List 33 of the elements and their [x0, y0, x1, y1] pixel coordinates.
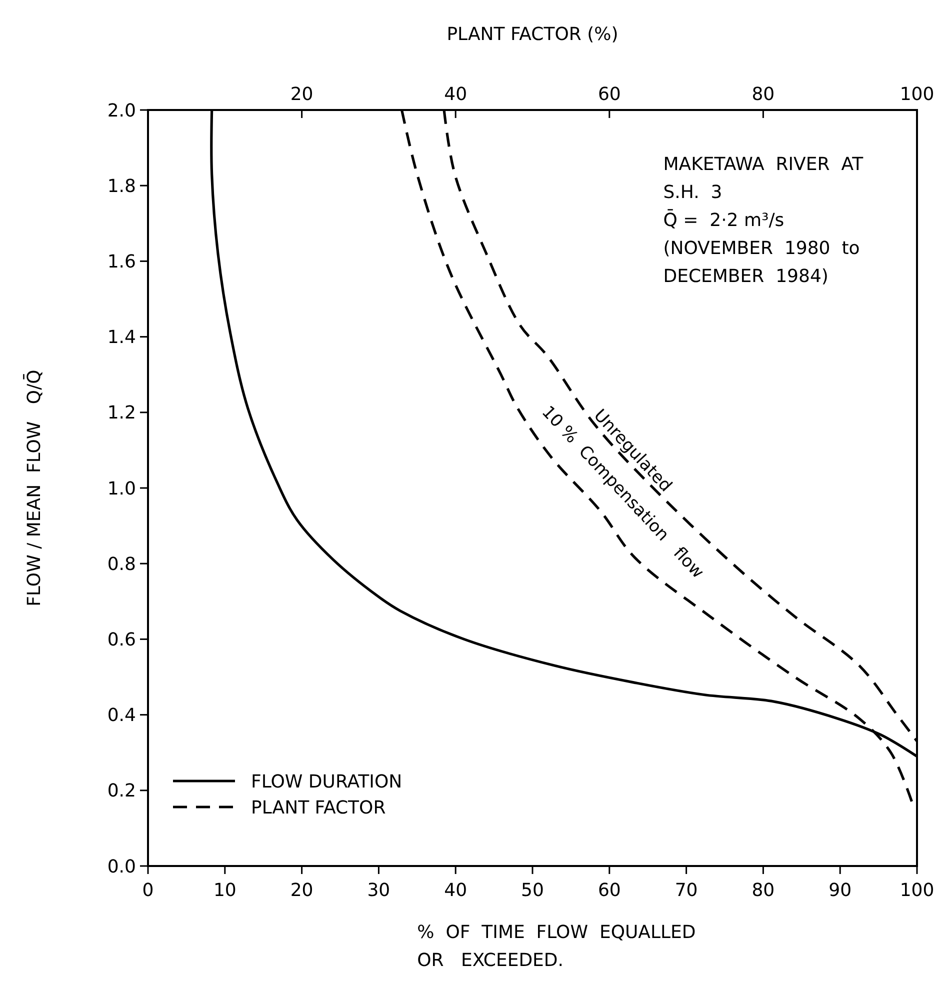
x-tick-label: 100 [900, 880, 934, 901]
x2-tick-label: 20 [290, 84, 314, 105]
y-tick-label: 0.8 [107, 554, 136, 575]
x-tick-label: 10 [213, 880, 236, 901]
y-tick-label: 1.6 [107, 252, 136, 272]
y-tick-label: 0.2 [107, 780, 136, 802]
y-axis-title: FLOW / MEAN FLOW Q/Q̄ [22, 370, 45, 606]
y-tick-label: 1.0 [107, 478, 136, 500]
y-tick-label: 0.0 [107, 856, 136, 878]
legend-label: PLANT FACTOR [251, 797, 386, 818]
x-tick-label: 50 [521, 880, 544, 901]
x-tick-label: 80 [752, 880, 775, 901]
x-tick-label: 0 [142, 880, 154, 901]
x2-axis-title: PLANT FACTOR (%) [446, 24, 618, 45]
x-tick-label: 90 [828, 880, 852, 901]
x2-tick-label: 60 [598, 84, 621, 105]
x-tick-label: 60 [598, 880, 621, 901]
x2-tick-label: 80 [752, 84, 775, 105]
y-tick-label: 1.8 [107, 176, 136, 197]
annotation: MAKETAWA RIVER AT S.H. 3 Q̄ = 2·2 m³/s (NOVEMBER 1980 to DECEMBER 1984) [663, 154, 864, 287]
y-tick-label: 2.0 [107, 100, 136, 122]
y-tick-label: 0.6 [107, 630, 136, 650]
x-tick-label: 40 [444, 880, 468, 901]
legend-label: FLOW DURATION [251, 771, 402, 792]
x-tick-label: 20 [290, 880, 314, 901]
y-tick-label: 0.4 [107, 705, 136, 726]
x-axis-title: % OF TIME FLOW EQUALLED OR EXCEEDED. [417, 922, 696, 971]
x2-tick-label: 100 [900, 84, 934, 105]
x-tick-label: 70 [674, 880, 698, 901]
y-tick-label: 1.4 [107, 327, 136, 348]
x-tick-label: 30 [367, 880, 390, 901]
y-tick-label: 1.2 [107, 402, 136, 424]
x2-tick-label: 40 [444, 84, 468, 105]
